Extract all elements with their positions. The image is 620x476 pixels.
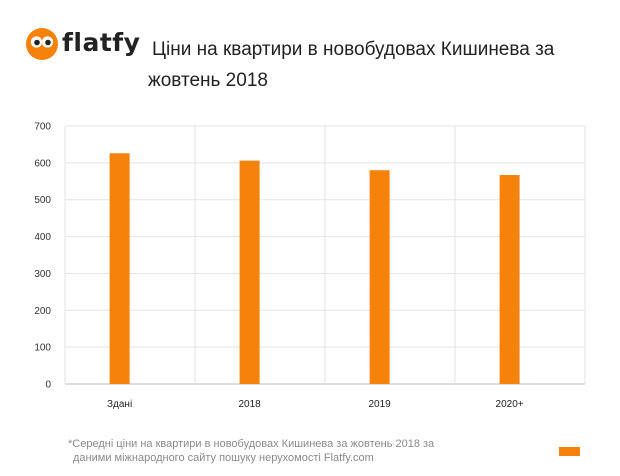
y-tick-label: 500 (34, 195, 51, 206)
chart-title: Ціни на квартири в новобудовах Кишинева … (148, 34, 592, 96)
bar (239, 160, 260, 384)
x-tick-label: 2018 (238, 399, 261, 410)
y-tick-label: 200 (34, 306, 51, 317)
y-tick-label: 100 (34, 343, 51, 354)
chart-title-line-2: жовтень 2018 (148, 70, 268, 91)
flatfy-logo: flatfy (26, 27, 140, 61)
footnote-line-2: даними міжнародного сайту пошуку нерухом… (73, 452, 374, 464)
bar-chart: 0 100 200 300 400 500 600 700 Здані 2018 2019 2020+ (34, 122, 586, 410)
footnote: *Середні ціни на квартири в новобудовах … (68, 437, 434, 465)
logo-wordmark: flatfy (62, 28, 141, 57)
y-tick-label: 300 (34, 269, 51, 280)
y-tick-label: 700 (34, 122, 51, 133)
bar (109, 153, 130, 384)
legend-swatch (559, 447, 580, 456)
chart-title-line-1: Ціни на квартири в новобудовах Кишинева … (152, 39, 555, 60)
bar (499, 175, 520, 384)
bar (369, 170, 390, 384)
footnote-line-1: *Середні ціни на квартири в новобудовах … (68, 438, 435, 450)
x-tick-label: 2020+ (496, 399, 524, 410)
y-tick-label: 400 (34, 232, 51, 243)
x-tick-label: Здані (107, 399, 132, 410)
y-tick-label: 0 (45, 380, 51, 391)
x-tick-label: 2019 (368, 399, 391, 410)
owl-eyes-icon (26, 28, 58, 60)
y-tick-label: 600 (34, 158, 51, 169)
